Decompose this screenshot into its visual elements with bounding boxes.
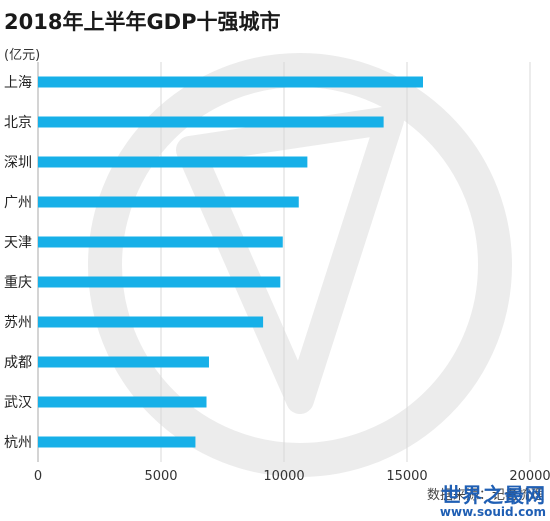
watermark-url: www.souid.com [439, 504, 546, 519]
category-label: 苏州 [4, 315, 32, 331]
x-tick-label: 5000 [144, 469, 177, 484]
bars [38, 76, 423, 448]
chart-title: 2018年上半年GDP十强城市 [4, 10, 281, 34]
x-tick-label: 0 [34, 469, 42, 484]
category-label: 上海 [4, 75, 32, 91]
bar [38, 76, 423, 88]
category-label: 北京 [4, 115, 32, 131]
category-label: 深圳 [4, 155, 32, 171]
x-tick-label: 15000 [386, 469, 427, 484]
category-label: 武汉 [4, 395, 32, 411]
bar [38, 236, 283, 248]
bar [38, 156, 308, 168]
bar [38, 396, 207, 408]
bar [38, 356, 209, 368]
x-tick-label: 20000 [509, 469, 550, 484]
watermark-title: 世界之最网 [441, 482, 546, 507]
source-note: 数据来源：记者梳理 [427, 488, 545, 503]
category-label: 重庆 [4, 275, 32, 291]
bar [38, 196, 299, 208]
x-axis-ticks: 0 5000 10000 15000 20000 [34, 469, 550, 484]
category-label: 成都 [4, 355, 32, 371]
bar [38, 276, 281, 288]
category-label: 天津 [4, 235, 32, 251]
x-tick-label: 10000 [263, 469, 304, 484]
category-label: 杭州 [4, 435, 32, 451]
bar [38, 316, 264, 328]
gridlines [37, 62, 531, 462]
category-label: 广州 [4, 195, 32, 211]
bar [38, 436, 196, 448]
site-watermark: 世界之最网 www.souid.com [440, 484, 546, 519]
unit-label: (亿元) [4, 48, 41, 63]
bar [38, 116, 384, 128]
